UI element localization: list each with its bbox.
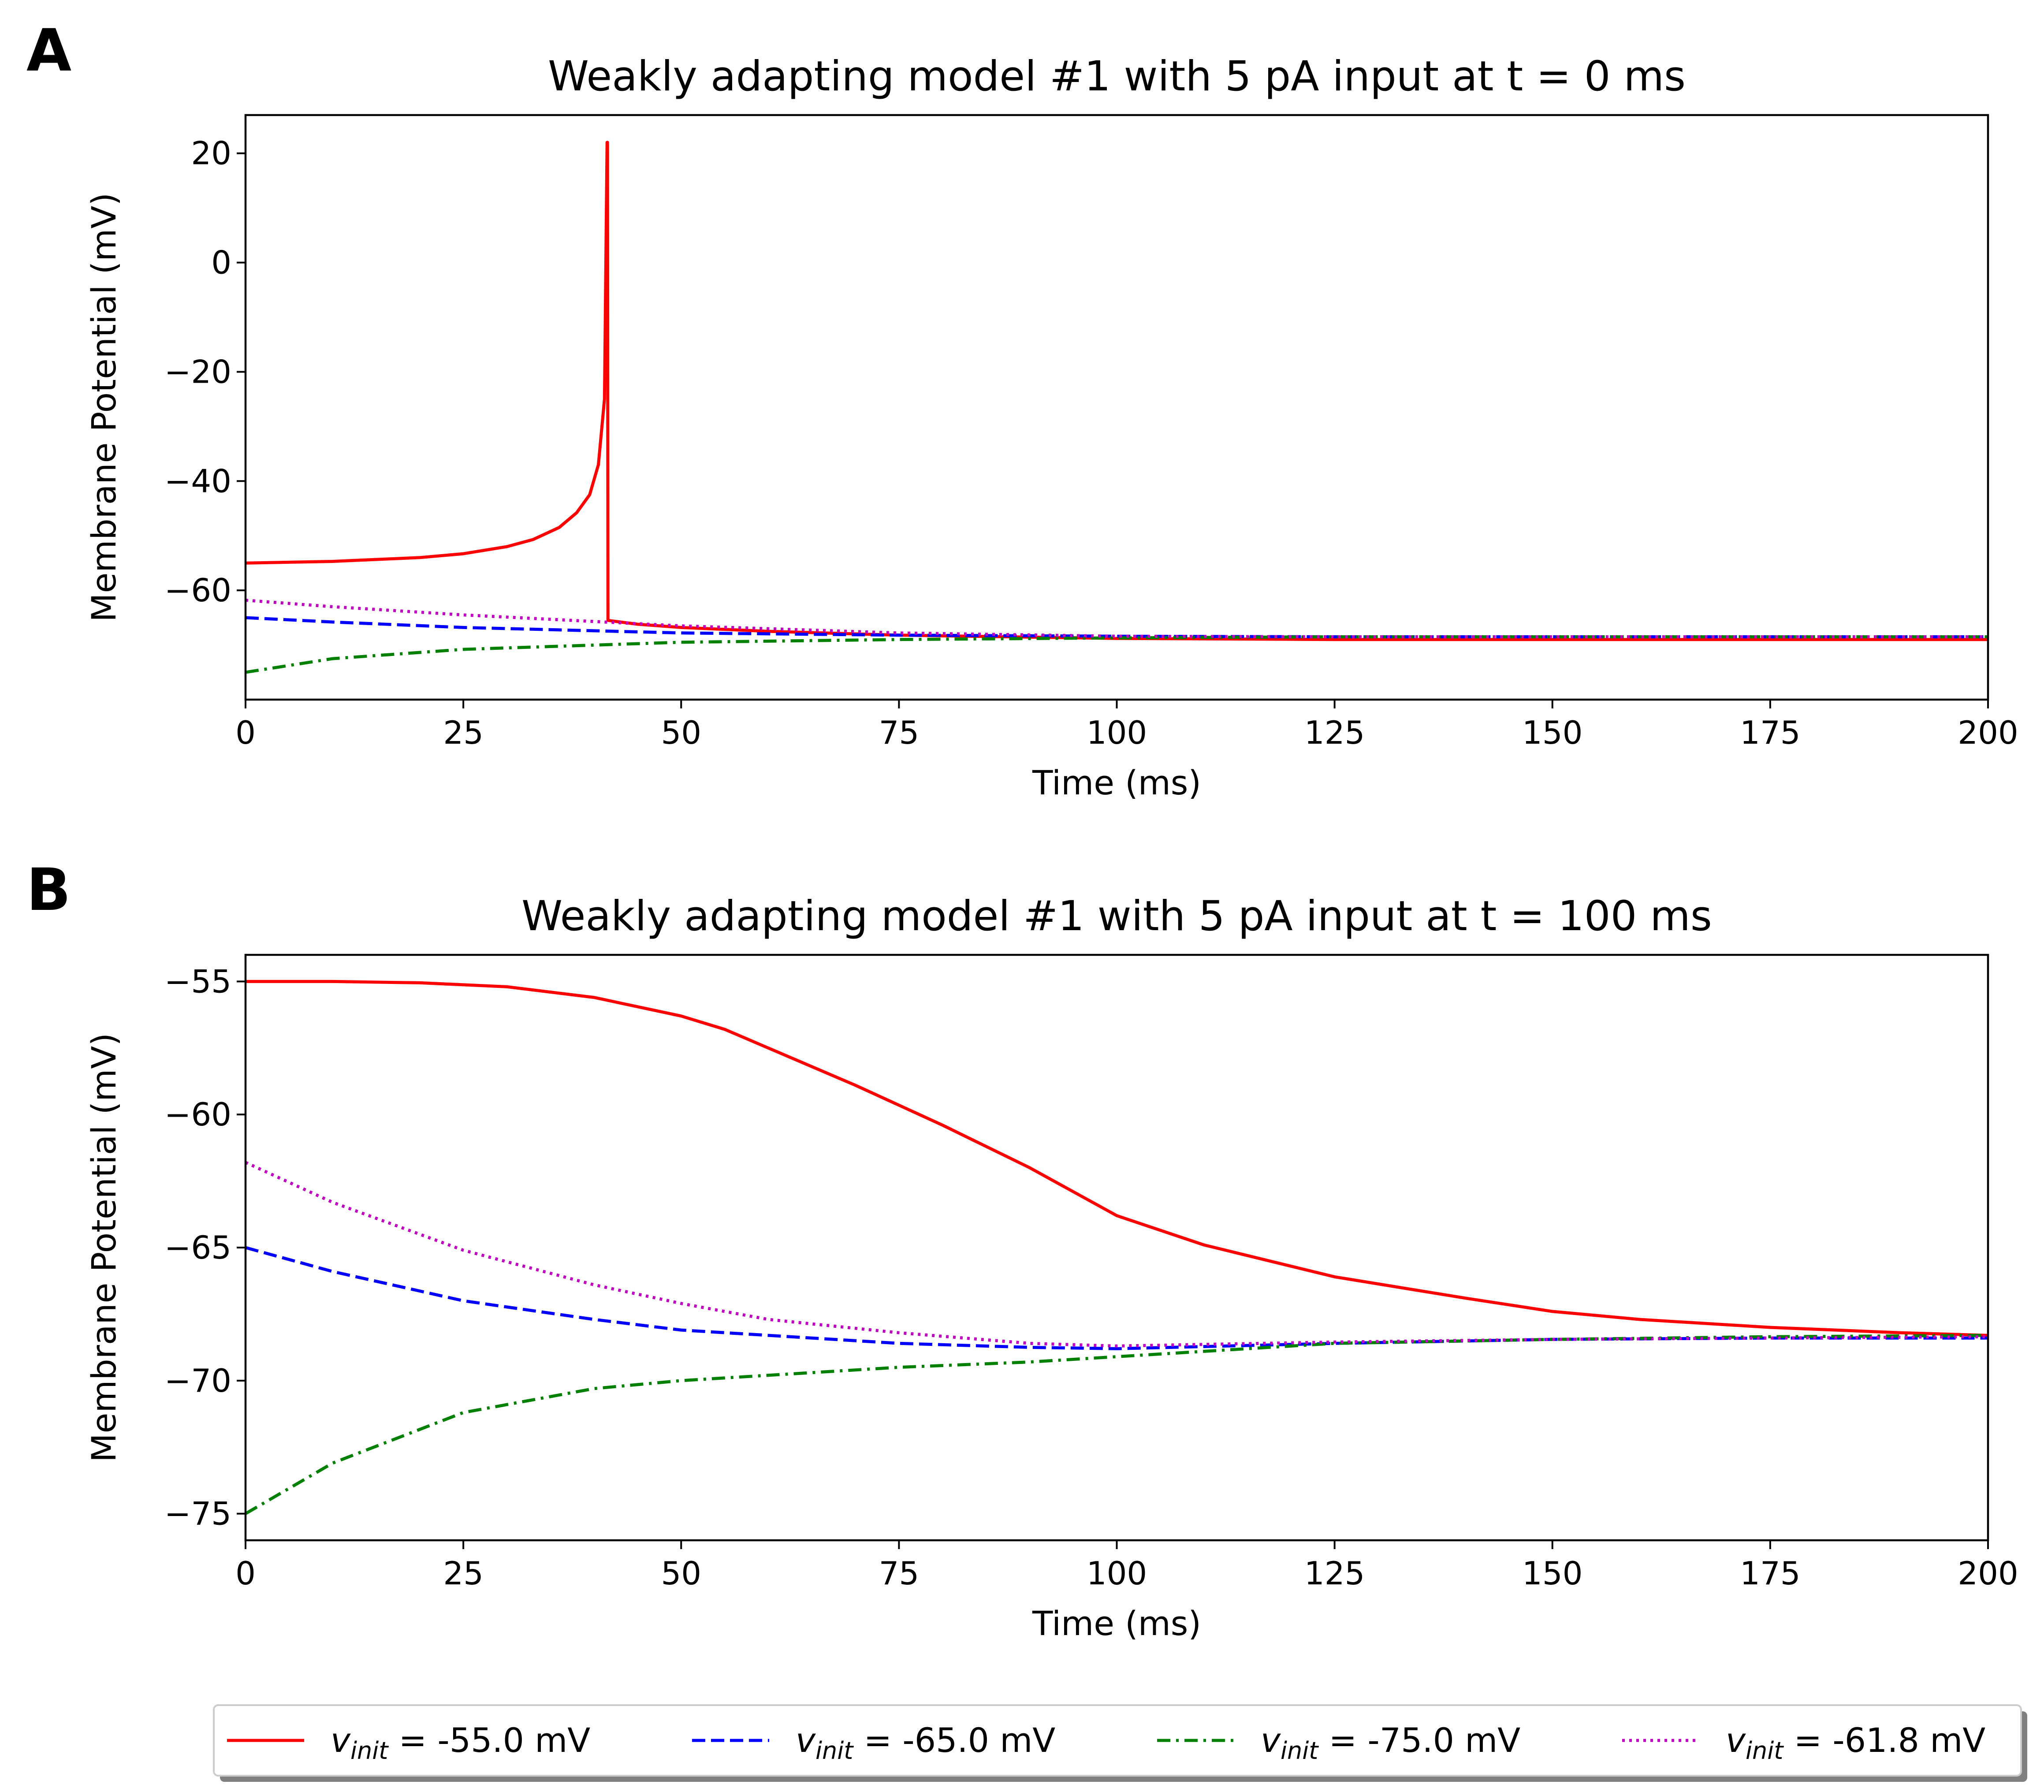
y-tick-label: 20 [191, 135, 231, 172]
series-line-2 [246, 1246, 1988, 1350]
x-tick-label: 125 [1304, 1555, 1365, 1592]
x-tick-label: 150 [1522, 714, 1582, 751]
x-tick-label: 0 [235, 714, 256, 751]
panel-letter-b: B [26, 856, 71, 924]
series-line-3 [246, 1334, 1988, 1515]
legend-label-3: vinit = -75.0 mV [1261, 1721, 1520, 1765]
legend-box [213, 1704, 2022, 1777]
panel-a: A Weakly adapting model #1 with 5 pA inp… [26, 17, 2018, 802]
y-tick-label: −60 [164, 572, 231, 609]
x-tick-label: 25 [443, 1555, 484, 1592]
panel-a-y-axis-label: Membrane Potential (mV) [84, 193, 123, 622]
y-tick-label: −20 [164, 353, 231, 390]
legend-label-4: vinit = -61.8 mV [1726, 1721, 1985, 1765]
panel-b-axes-frame [244, 954, 1989, 1542]
x-tick-label: 75 [879, 714, 920, 751]
y-tick-label: −60 [164, 1096, 231, 1133]
panel-a-title: Weakly adapting model #1 with 5 pA input… [548, 52, 1686, 101]
panel-b-x-axis-label: Time (ms) [1032, 1604, 1201, 1643]
panel-b-plot-area [246, 980, 1988, 1515]
x-tick-label: 50 [661, 714, 701, 751]
x-tick-label: 100 [1087, 1555, 1147, 1592]
x-tick-label: 200 [1958, 714, 2018, 751]
panel-a-x-axis-label: Time (ms) [1032, 763, 1201, 802]
y-tick-label: −65 [164, 1229, 231, 1266]
panel-a-plot-area [246, 141, 1988, 674]
series-line-2 [246, 616, 1988, 638]
series-line-4 [246, 1161, 1988, 1348]
x-tick-label: 125 [1304, 714, 1365, 751]
series-line-1 [246, 141, 1988, 641]
panel-b-ticks: 0 25 50 75 100 125 150 175 200 −55 −60 −65 −70 −75 [164, 963, 2018, 1592]
panel-a-axes-frame [244, 114, 1989, 701]
x-tick-label: 175 [1740, 1555, 1800, 1592]
x-tick-label: 100 [1087, 714, 1147, 751]
x-tick-label: 25 [443, 714, 484, 751]
x-tick-label: 175 [1740, 714, 1800, 751]
panel-letter-a: A [26, 17, 71, 85]
y-tick-label: −70 [164, 1362, 231, 1399]
y-tick-label: 0 [211, 244, 231, 281]
x-tick-label: 200 [1958, 1555, 2018, 1592]
x-tick-label: 75 [879, 1555, 920, 1592]
x-tick-label: 150 [1522, 1555, 1582, 1592]
legend: vinit = -55.0 mV vinit = -65.0 mV vinit = … [213, 1704, 2027, 1782]
y-tick-label: −75 [164, 1495, 231, 1532]
x-tick-label: 50 [661, 1555, 701, 1592]
panel-b: B Weakly adapting model #1 with 5 pA inp… [26, 856, 2018, 1643]
panel-b-y-axis-label: Membrane Potential (mV) [84, 1033, 123, 1462]
series-line-4 [246, 599, 1988, 638]
legend-entries: vinit = -55.0 mV vinit = -65.0 mV vinit = … [227, 1721, 1985, 1765]
series-line-3 [246, 635, 1988, 674]
panel-b-title: Weakly adapting model #1 with 5 pA input… [521, 892, 1712, 940]
y-tick-label: −55 [164, 963, 231, 1000]
x-tick-label: 0 [235, 1555, 256, 1592]
series-line-1 [246, 980, 1988, 1337]
y-tick-label: −40 [164, 462, 231, 499]
legend-label-1: vinit = -55.0 mV [331, 1721, 590, 1765]
legend-label-2: vinit = -65.0 mV [796, 1721, 1055, 1765]
